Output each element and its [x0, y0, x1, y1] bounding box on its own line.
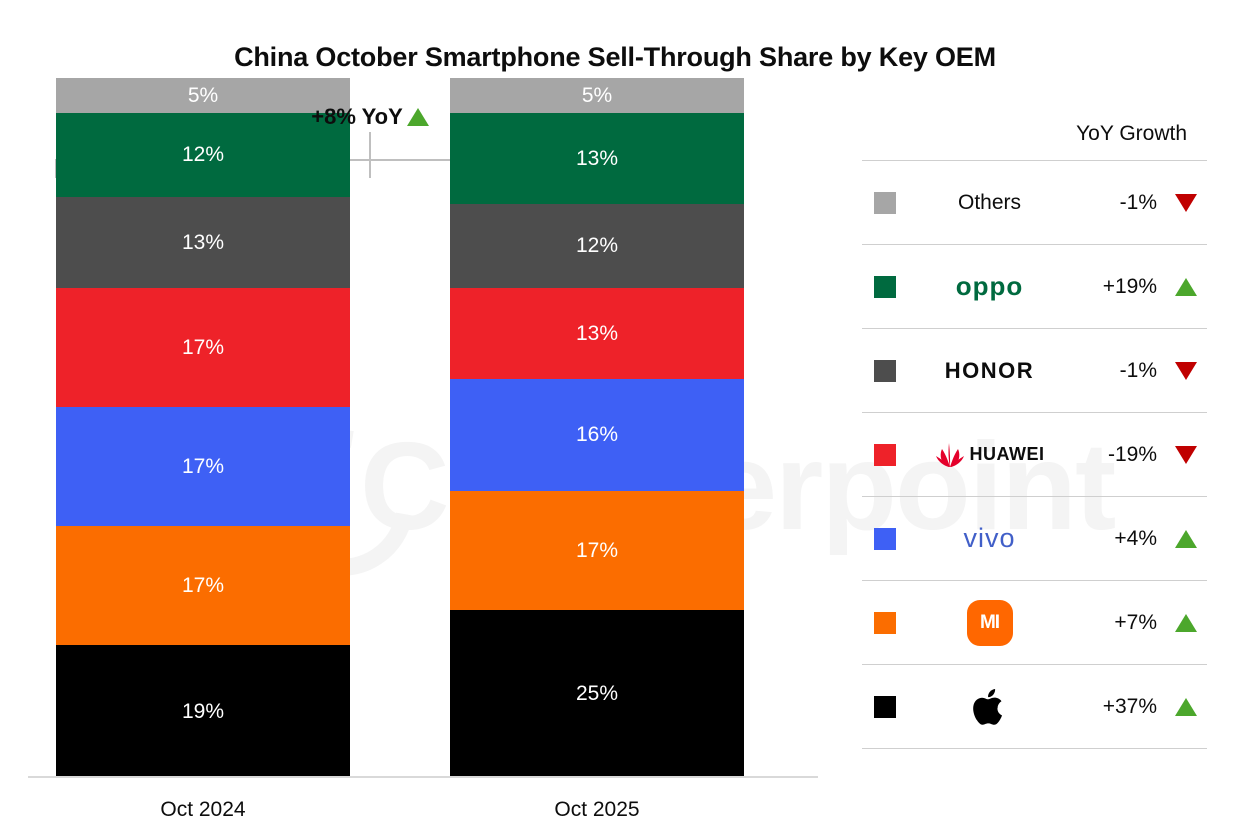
chart-plot-area: 5% 12% 13% 17% 17% 17% 19% Oct 2024 5% 1… [56, 78, 744, 821]
legend-row-honor[interactable]: HONOR -1% [862, 328, 1207, 412]
triangle-up-icon [1165, 613, 1207, 632]
legend-growth-honor: -1% [1119, 358, 1157, 382]
legend-brand-apple [896, 665, 1083, 748]
legend-growth-vivo: +4% [1114, 526, 1157, 550]
bar-group-oct-2025: 5% 13% 12% 13% 16% 17% 25% Oct 2025 [450, 78, 744, 821]
triangle-down-icon [1165, 193, 1207, 212]
legend-growth-oppo: +19% [1102, 274, 1157, 298]
legend-swatch-honor [874, 359, 896, 382]
bar-group-oct-2024: 5% 12% 13% 17% 17% 17% 19% Oct 2024 [56, 78, 350, 821]
legend-growth-huawei: -19% [1107, 442, 1157, 466]
huawei-flower-logo-icon [935, 442, 964, 467]
bar-segment-honor[interactable]: 13% [56, 197, 350, 288]
legend-row-oppo[interactable]: oppo +19% [862, 244, 1207, 328]
legend-growth-others: -1% [1119, 190, 1157, 214]
bar-segment-xiaomi[interactable]: 17% [56, 526, 350, 645]
bar-segment-apple[interactable]: 19% [56, 645, 350, 778]
x-axis-line [28, 776, 818, 778]
legend-row-apple[interactable]: +37% [862, 664, 1207, 749]
bar-segment-huawei[interactable]: 13% [450, 288, 744, 379]
stacked-bar: 5% 13% 12% 13% 16% 17% 25% [450, 78, 744, 778]
legend-row-vivo[interactable]: vivo +4% [862, 496, 1207, 580]
legend-brand-oppo: oppo [896, 245, 1083, 328]
bar-segment-apple[interactable]: 25% [450, 610, 744, 778]
category-label-oct-2024: Oct 2024 [160, 798, 246, 821]
bar-segment-honor[interactable]: 12% [450, 204, 744, 288]
legend-brand-huawei: HUAWEI [896, 413, 1083, 496]
legend-swatch-others [874, 191, 896, 214]
bar-segment-huawei[interactable]: 17% [56, 288, 350, 407]
legend-swatch-oppo [874, 275, 896, 298]
legend-row-others[interactable]: Others -1% [862, 160, 1207, 244]
legend-growth-xiaomi: +7% [1114, 610, 1157, 634]
triangle-up-icon [1165, 277, 1207, 296]
bar-segment-oppo[interactable]: 13% [450, 113, 744, 204]
legend-row-xiaomi[interactable]: MI +7% [862, 580, 1207, 664]
legend-brand-xiaomi: MI [896, 581, 1083, 664]
apple-logo-icon [972, 688, 1002, 725]
triangle-down-icon [1165, 361, 1207, 380]
legend-brand-honor: HONOR [896, 329, 1083, 412]
triangle-up-icon [1165, 697, 1207, 716]
total-growth-label: +8% YoY [311, 104, 403, 129]
oppo-logo-icon: oppo [955, 271, 1024, 301]
total-growth-callout: +8% YoY [236, 104, 504, 130]
legend-brand-others: Others [896, 161, 1083, 244]
category-label-oct-2025: Oct 2025 [554, 798, 640, 821]
bar-segment-vivo[interactable]: 17% [56, 407, 350, 526]
bar-segment-vivo[interactable]: 16% [450, 379, 744, 491]
page-title: China October Smartphone Sell-Through Sh… [234, 42, 996, 72]
legend-swatch-vivo [874, 527, 896, 550]
legend-row-huawei[interactable]: HUAWEI -19% [862, 412, 1207, 496]
legend-swatch-apple [874, 695, 896, 718]
triangle-up-icon [406, 108, 429, 126]
legend-swatch-xiaomi [874, 611, 896, 634]
bar-segment-oppo[interactable]: 12% [56, 113, 350, 197]
triangle-down-icon [1165, 445, 1207, 464]
legend-label-others: Others [957, 190, 1022, 214]
vivo-logo-icon: vivo [963, 523, 1016, 553]
legend-header: YoY Growth [1076, 122, 1187, 145]
legend-brand-vivo: vivo [896, 497, 1083, 580]
bar-segment-others[interactable]: 5% [56, 78, 350, 113]
legend-panel: YoY Growth Others -1% oppo +19% HONOR -1… [862, 122, 1207, 749]
legend-swatch-huawei [874, 443, 896, 466]
honor-logo-icon: HONOR [944, 357, 1035, 383]
huawei-wordmark: HUAWEI [969, 444, 1045, 464]
legend-growth-apple: +37% [1102, 694, 1157, 718]
bar-segment-others[interactable]: 5% [450, 78, 744, 113]
stacked-bar: 5% 12% 13% 17% 17% 17% 19% [56, 78, 350, 778]
bar-segment-xiaomi[interactable]: 17% [450, 491, 744, 610]
triangle-up-icon [1165, 529, 1207, 548]
xiaomi-mi-logo-icon: MI [966, 599, 1013, 646]
